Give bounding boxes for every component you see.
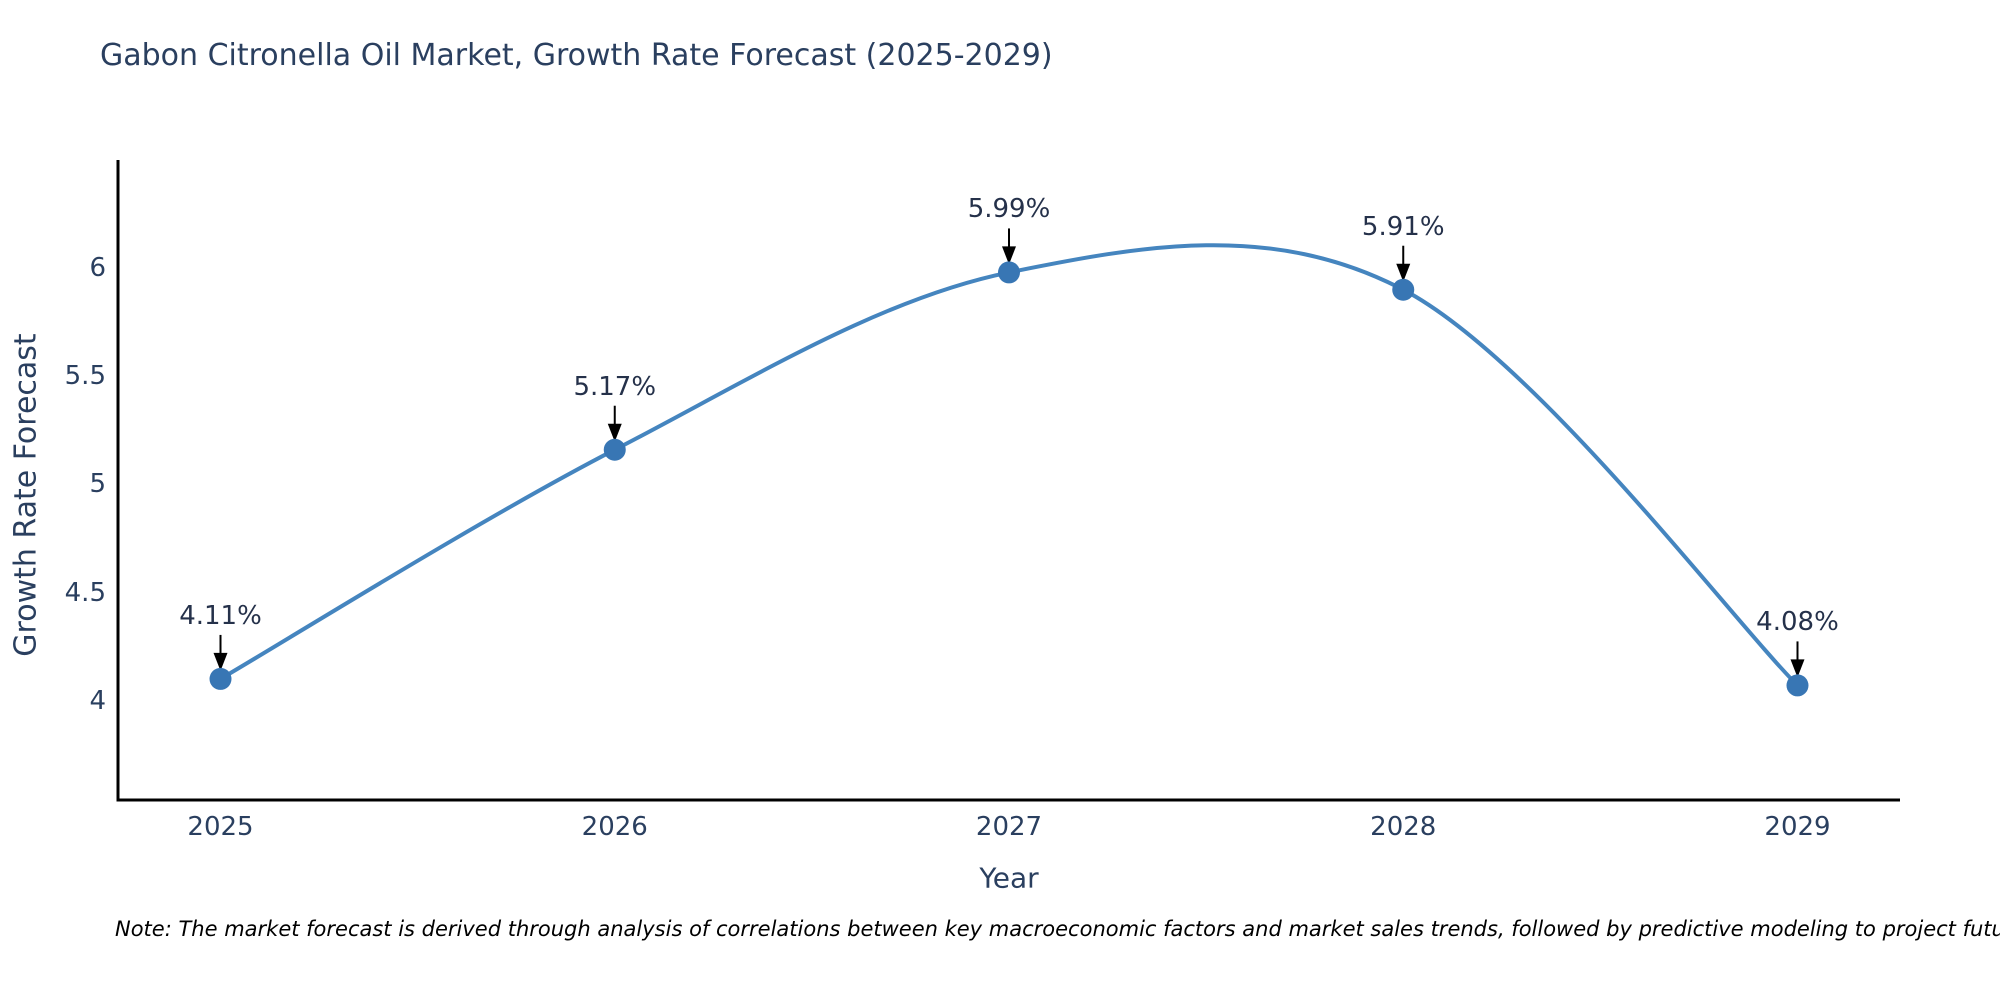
annotation-label: 5.91% — [1361, 211, 1445, 242]
data-point-marker-2026[interactable] — [603, 438, 626, 461]
x-tick-label: 2026 — [581, 812, 648, 842]
annotation-label: 5.17% — [573, 371, 657, 402]
annotation-label: 4.08% — [1756, 607, 1839, 638]
x-tick-label: 2025 — [187, 812, 254, 842]
x-axis-title: Year — [979, 861, 1039, 895]
y-tick-label: 6 — [89, 253, 106, 284]
axis-spines — [116, 160, 1900, 802]
annotation-arrow-head — [1790, 659, 1805, 678]
x-tick-label: 2029 — [1764, 812, 1831, 842]
y-tick-label: 5 — [89, 469, 106, 500]
y-tick-label: 5.5 — [64, 361, 106, 392]
footnote: Note: The market forecast is derived thr… — [115, 917, 2000, 941]
y-axis-title: Growth Rate Forecast — [8, 333, 44, 657]
data-point-marker-2025[interactable] — [209, 667, 232, 690]
data-point-marker-2028[interactable] — [1392, 278, 1415, 301]
data-point-marker-2027[interactable] — [998, 261, 1020, 284]
x-tick-label: 2028 — [1370, 812, 1437, 842]
y-tick-label: 4 — [89, 685, 106, 716]
annotation-arrow-head — [213, 652, 228, 671]
y-tick-label: 4.5 — [64, 577, 106, 608]
x-tick-label: 2027 — [975, 812, 1043, 842]
annotation-arrow-head — [1002, 246, 1016, 265]
annotation-arrow-head — [607, 423, 622, 442]
chart-title: Gabon Citronella Oil Market, Growth Rate… — [100, 38, 1053, 73]
annotation-arrow-head — [1396, 263, 1411, 282]
annotation-label: 4.11% — [179, 600, 262, 631]
trend-line — [218, 243, 1800, 688]
annotation-label: 5.99% — [967, 194, 1051, 225]
data-point-marker-2029[interactable] — [1786, 674, 1809, 697]
